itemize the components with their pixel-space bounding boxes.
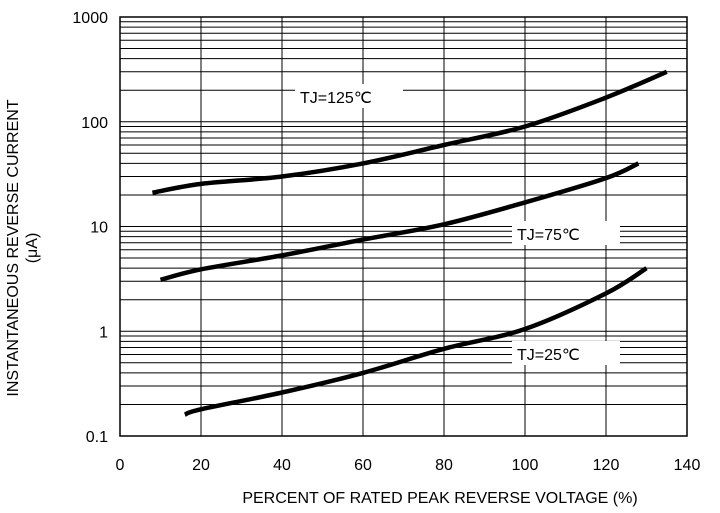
- x-tick-label: 80: [435, 457, 453, 474]
- y-tick-label: 1: [99, 324, 108, 341]
- plot-frame: [119, 16, 688, 437]
- x-tick-label: 20: [192, 457, 210, 474]
- y-tick-label: 10: [90, 220, 108, 237]
- x-tick-label: 120: [593, 457, 620, 474]
- x-tick-label: 100: [512, 457, 539, 474]
- x-axis-title: PERCENT OF RATED PEAK REVERSE VOLTAGE (%…: [242, 490, 637, 507]
- y-axis-title-line2: (μA): [24, 233, 41, 264]
- series-line-tj75: [159, 161, 640, 282]
- y-tick-label: 100: [81, 115, 108, 132]
- series-line-tj125: [152, 69, 668, 195]
- x-tick-label: 40: [273, 457, 291, 474]
- series-label-box: [295, 84, 403, 108]
- series-label-tj125: TJ=125℃: [300, 90, 372, 107]
- series-label-tj25: TJ=25℃: [517, 347, 580, 364]
- series-labels: TJ=125℃ TJ=75℃ TJ=25℃: [295, 84, 620, 365]
- x-tick-label: 140: [674, 457, 701, 474]
- series-label-box: [512, 221, 620, 245]
- y-axis-title-line1: INSTANTANEOUS REVERSE CURRENT: [5, 99, 22, 396]
- series-line-tj25: [183, 266, 648, 417]
- x-tick-label: 60: [354, 457, 372, 474]
- tick-labels: 0 20 40 60 80 100 120 140 0.1 1 10 100 1000: [72, 10, 700, 474]
- series-label-tj75: TJ=75℃: [517, 227, 580, 244]
- y-tick-label: 0.1: [86, 429, 108, 446]
- x-tick-label: 0: [116, 457, 125, 474]
- series-label-box: [512, 341, 620, 365]
- series-lines: [152, 69, 668, 417]
- y-tick-label: 1000: [72, 10, 108, 27]
